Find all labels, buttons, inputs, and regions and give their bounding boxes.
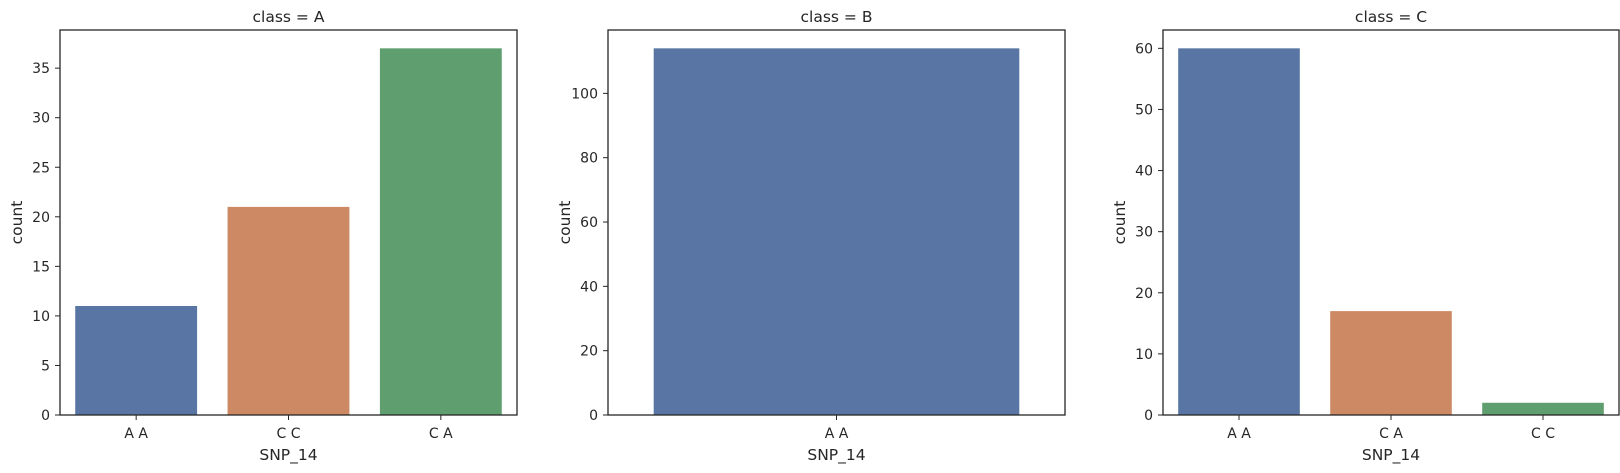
y-axis-label: count bbox=[8, 201, 26, 245]
panel-1: 0 5 10 15 20 25 30 35 A A C C C A class = A SNP_14 co… bbox=[8, 8, 518, 465]
x-tick-label: A A bbox=[1227, 426, 1251, 442]
panel-title: class = B bbox=[801, 8, 873, 26]
y-tick-label: 30 bbox=[32, 111, 50, 127]
bar-ca bbox=[1330, 311, 1452, 415]
bar-aa bbox=[75, 305, 198, 415]
y-tick-label: 5 bbox=[41, 358, 50, 374]
bar-cc bbox=[1482, 402, 1604, 415]
y-tick-label: 0 bbox=[589, 408, 598, 424]
x-axis-label: SNP_14 bbox=[259, 446, 317, 465]
y-tick-label: 10 bbox=[32, 309, 50, 325]
y-tick-label: 60 bbox=[1135, 41, 1153, 57]
y-tick-label: 25 bbox=[32, 160, 50, 176]
bar-ca bbox=[379, 48, 502, 415]
y-axis-label: count bbox=[556, 201, 574, 245]
x-tick-label: C A bbox=[429, 426, 453, 442]
y-tick-label: 20 bbox=[32, 210, 50, 226]
y-tick-label: 20 bbox=[1135, 286, 1153, 302]
x-tick-label: C C bbox=[276, 426, 300, 442]
y-tick-label: 35 bbox=[32, 61, 50, 77]
panel-3: 0 10 20 30 40 50 60 A A C A C C class = C SNP_14 cou… bbox=[1111, 8, 1620, 465]
y-tick-label: 50 bbox=[1135, 102, 1153, 118]
x-tick-label: A A bbox=[124, 426, 148, 442]
y-tick-label: 100 bbox=[571, 86, 598, 102]
y-tick-label: 10 bbox=[1135, 347, 1153, 363]
bar-aa bbox=[1178, 48, 1300, 415]
y-tick-label: 0 bbox=[41, 408, 50, 424]
panel-2: 0 20 40 60 80 100 A A class = B SNP_14 count bbox=[556, 8, 1066, 465]
y-tick-label: 80 bbox=[580, 151, 598, 167]
y-tick-label: 60 bbox=[580, 215, 598, 231]
y-tick-label: 40 bbox=[580, 279, 598, 295]
y-tick-label: 20 bbox=[580, 344, 598, 360]
x-axis-label: SNP_14 bbox=[1362, 446, 1420, 465]
panel-title: class = A bbox=[253, 8, 325, 26]
panel-title: class = C bbox=[1355, 8, 1427, 26]
y-tick-label: 30 bbox=[1135, 225, 1153, 241]
y-tick-label: 15 bbox=[32, 259, 50, 275]
x-tick-label: C C bbox=[1531, 426, 1555, 442]
x-tick-label: A A bbox=[825, 426, 849, 442]
x-tick-label: C A bbox=[1379, 426, 1403, 442]
x-axis-label: SNP_14 bbox=[807, 446, 865, 465]
y-tick-label: 0 bbox=[1144, 408, 1153, 424]
bar-aa bbox=[653, 48, 1020, 415]
bar-cc bbox=[227, 206, 350, 415]
y-tick-label: 40 bbox=[1135, 164, 1153, 180]
y-axis-label: count bbox=[1111, 201, 1129, 245]
